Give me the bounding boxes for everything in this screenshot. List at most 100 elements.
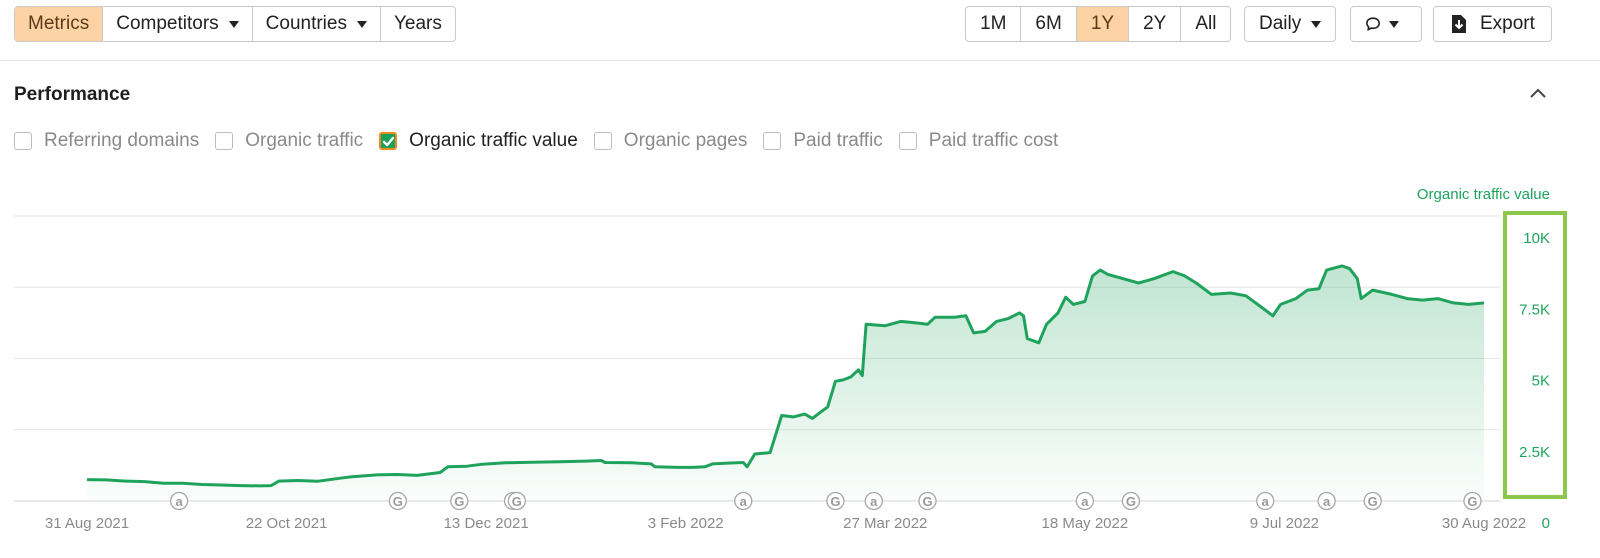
range-label: 1M [980,13,1007,34]
tab-countries[interactable]: Countries [253,7,381,41]
speech-bubble-icon [1366,17,1380,31]
annotation-circle [169,491,189,511]
interval-dropdown[interactable]: Daily [1244,6,1337,42]
annotation-circle [1317,491,1336,511]
checkbox-label: Organic traffic value [409,130,578,151]
annotation-letter: G [922,494,932,509]
annotation-marker: G [1363,491,1382,511]
checkbox-organic-pages[interactable]: Organic pages [593,130,748,152]
range-label: All [1195,13,1217,34]
y-tick-label: 0 [1542,515,1550,532]
annotation-letter: G [830,494,840,509]
y-tick-label: 7.5K [1519,301,1550,318]
annotation-marker: G [918,491,937,511]
range-label: 6M [1035,13,1062,34]
export-button[interactable]: Export [1433,6,1552,42]
annotation-marker: G [1463,491,1482,511]
annotation-letter: a [740,494,748,509]
x-tick-label: 31 Aug 2021 [45,515,129,532]
annotation-circle [388,491,408,511]
annotation-letter: a [1262,494,1270,509]
annotation-marker: a [1075,491,1095,511]
annotation-marker: G [450,491,469,511]
annotation-circle [507,491,526,511]
annotation-circle [734,491,753,511]
series-line [86,264,1485,488]
tab-label: Competitors [116,13,219,34]
range-2y-button[interactable]: 2Y [1129,7,1182,41]
checkbox[interactable] [14,132,32,150]
annotation-circle [1121,491,1141,511]
annotation-circle [1363,491,1382,511]
annotation-marker: G [388,491,408,511]
x-tick-label: 18 May 2022 [1041,515,1128,532]
range-6m-button[interactable]: 6M [1021,7,1077,41]
checkbox-organic-traffic[interactable]: Organic traffic [215,130,363,152]
tab-label: Metrics [28,13,90,34]
annotation-marker: G [1121,491,1141,511]
annotation-letter: a [870,494,878,509]
checkbox-organic-traffic-value[interactable]: Organic traffic value [379,130,578,152]
annotation-letter: G [1368,494,1378,509]
annotation-letter: a [1323,494,1331,509]
x-tick-label: 27 Mar 2022 [843,515,927,532]
annotation-marker: a [1256,491,1275,511]
checkmark-icon [382,136,395,147]
y-tick-label: 2.5K [1519,444,1550,461]
section-title: Performance [14,84,131,105]
caret-down-icon [1389,20,1399,28]
tab-label: Years [393,13,442,34]
caret-down-icon [228,20,239,28]
chevron-up-icon[interactable] [1528,84,1548,102]
annotation-letter: G [1467,494,1477,509]
export-label: Export [1480,13,1535,34]
x-tick-label: 3 Feb 2022 [648,515,724,532]
checkbox[interactable] [898,132,917,150]
range-1m-button[interactable]: 1M [966,7,1022,41]
series-area [87,265,1484,501]
y-axis-label: Organic traffic value [1417,186,1550,203]
checkbox-label: Paid traffic [793,130,883,151]
range-all-button[interactable]: All [1181,7,1230,41]
annotation-marker: G [507,491,526,511]
annotation-letter: G [512,494,522,509]
annotation-circle [1075,491,1095,511]
checkbox-label: Paid traffic cost [928,130,1059,151]
annotation-circle [864,491,883,511]
annotation-marker: a [1317,491,1336,511]
annotation-letter: G [454,494,464,509]
annotation-circle [826,491,845,511]
checkbox[interactable] [593,132,612,150]
checkbox-paid-traffic[interactable]: Paid traffic [763,130,883,152]
tab-competitors[interactable]: Competitors [103,7,253,41]
annotation-marker: a [734,491,753,511]
checkbox[interactable] [215,132,234,150]
checkbox-label: Organic pages [623,130,748,151]
annotation-marker: a [864,491,883,511]
annotations-dropdown[interactable] [1350,6,1422,42]
annotation-letter: a [175,494,183,509]
annotation-circle [1256,491,1275,511]
y-tick-label: 5K [1532,373,1550,390]
annotation-letter: a [1081,494,1089,509]
x-tick-label: 9 Jul 2022 [1250,515,1319,532]
caret-down-icon [1311,20,1322,28]
y-tick-label: 10K [1523,230,1550,247]
tab-metrics[interactable]: Metrics [15,7,104,41]
checkbox[interactable] [763,132,782,150]
tab-label: Countries [265,13,347,34]
annotation-circle [1463,491,1482,511]
range-selector: 1M 6M 1Y 2Y All [965,6,1232,42]
annotation-circle [450,491,469,511]
metric-checkboxes: Referring domains Organic traffic Organi… [14,128,1074,154]
y-axis-highlight [1503,211,1567,499]
range-label: 1Y [1090,13,1115,34]
interval-label: Daily [1259,13,1302,34]
annotation-circle [918,491,937,511]
range-1y-button[interactable]: 1Y [1076,7,1130,41]
checkbox-referring-domains[interactable]: Referring domains [14,130,199,152]
checkbox[interactable] [379,132,398,150]
checkbox-paid-traffic-cost[interactable]: Paid traffic cost [898,130,1059,152]
checkbox-label: Referring domains [44,130,200,151]
tab-years[interactable]: Years [381,7,455,41]
